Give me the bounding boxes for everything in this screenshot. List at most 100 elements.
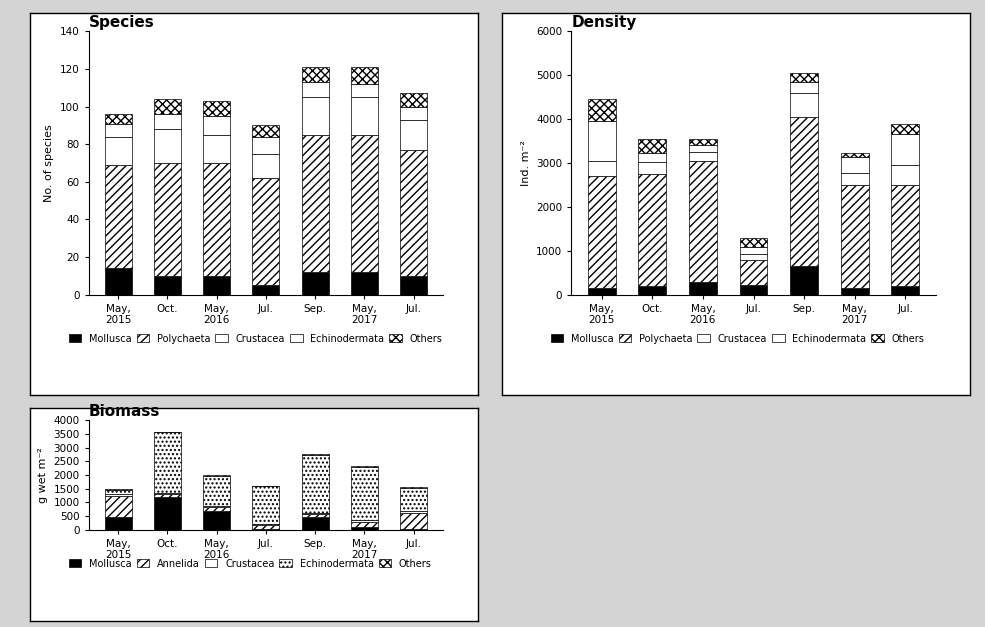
Bar: [252, 525, 280, 529]
Bar: [104, 488, 132, 490]
Bar: [351, 522, 378, 527]
Bar: [252, 154, 280, 178]
Bar: [104, 496, 132, 517]
Bar: [689, 145, 717, 152]
Bar: [638, 174, 666, 286]
Bar: [154, 129, 181, 163]
Bar: [689, 282, 717, 295]
Bar: [252, 125, 280, 137]
Bar: [301, 67, 329, 82]
Bar: [841, 288, 869, 295]
Bar: [400, 276, 427, 295]
Bar: [891, 135, 919, 166]
Bar: [252, 137, 280, 154]
Bar: [588, 99, 616, 122]
Bar: [301, 97, 329, 135]
Text: Biomass: Biomass: [89, 404, 160, 419]
Bar: [351, 84, 378, 97]
Bar: [351, 467, 378, 520]
Text: Density: Density: [571, 15, 636, 30]
Bar: [203, 507, 230, 510]
Bar: [104, 517, 132, 530]
Bar: [104, 490, 132, 494]
Legend: Mollusca, Polychaeta, Crustacea, Echinodermata, Others: Mollusca, Polychaeta, Crustacea, Echinod…: [69, 334, 442, 344]
Bar: [891, 185, 919, 286]
Bar: [252, 529, 280, 530]
Bar: [252, 285, 280, 295]
Bar: [154, 493, 181, 494]
Bar: [588, 122, 616, 161]
Bar: [891, 166, 919, 185]
Bar: [104, 137, 132, 165]
Bar: [203, 101, 230, 116]
Bar: [841, 185, 869, 288]
Bar: [203, 135, 230, 163]
Bar: [740, 254, 767, 260]
Bar: [104, 494, 132, 496]
Bar: [891, 286, 919, 295]
Bar: [588, 288, 616, 295]
Bar: [588, 176, 616, 288]
Bar: [400, 107, 427, 120]
Bar: [790, 93, 819, 117]
Bar: [638, 162, 666, 174]
Bar: [400, 488, 427, 512]
Bar: [203, 506, 230, 507]
Bar: [154, 114, 181, 129]
Bar: [351, 97, 378, 135]
Y-axis label: g wet m⁻²: g wet m⁻²: [37, 447, 48, 503]
Bar: [638, 139, 666, 153]
Bar: [154, 99, 181, 114]
Bar: [638, 153, 666, 162]
Bar: [351, 67, 378, 84]
Bar: [400, 529, 427, 530]
Bar: [351, 135, 378, 272]
Bar: [301, 455, 329, 513]
Bar: [689, 152, 717, 161]
Bar: [301, 513, 329, 514]
Y-axis label: Ind. m⁻²: Ind. m⁻²: [521, 140, 531, 186]
Bar: [740, 285, 767, 295]
Bar: [740, 260, 767, 285]
Bar: [104, 165, 132, 268]
Bar: [351, 272, 378, 295]
Bar: [841, 157, 869, 172]
Bar: [252, 178, 280, 285]
Bar: [351, 520, 378, 522]
Bar: [154, 276, 181, 295]
Bar: [891, 124, 919, 135]
Bar: [203, 476, 230, 506]
Bar: [301, 135, 329, 272]
Bar: [400, 93, 427, 107]
Bar: [154, 163, 181, 276]
Bar: [740, 238, 767, 247]
Bar: [841, 153, 869, 157]
Bar: [301, 514, 329, 517]
Bar: [740, 247, 767, 254]
Bar: [104, 268, 132, 295]
Bar: [203, 510, 230, 530]
Legend: Mollusca, Polychaeta, Crustacea, Echinodermata, Others: Mollusca, Polychaeta, Crustacea, Echinod…: [551, 334, 925, 344]
Bar: [301, 272, 329, 295]
Bar: [790, 73, 819, 82]
Bar: [252, 487, 280, 524]
Bar: [790, 82, 819, 93]
Bar: [203, 276, 230, 295]
Bar: [638, 286, 666, 295]
Bar: [841, 172, 869, 185]
Bar: [400, 513, 427, 529]
Bar: [154, 494, 181, 497]
Bar: [252, 524, 280, 525]
Bar: [154, 497, 181, 530]
Bar: [689, 161, 717, 282]
Bar: [104, 124, 132, 137]
Bar: [790, 266, 819, 295]
Bar: [689, 139, 717, 145]
Bar: [104, 114, 132, 124]
Bar: [301, 517, 329, 530]
Legend: Mollusca, Annelida, Crustacea, Echinodermata, Others: Mollusca, Annelida, Crustacea, Echinoder…: [69, 559, 431, 569]
Bar: [790, 117, 819, 266]
Bar: [351, 527, 378, 530]
Bar: [400, 512, 427, 513]
Bar: [203, 163, 230, 276]
